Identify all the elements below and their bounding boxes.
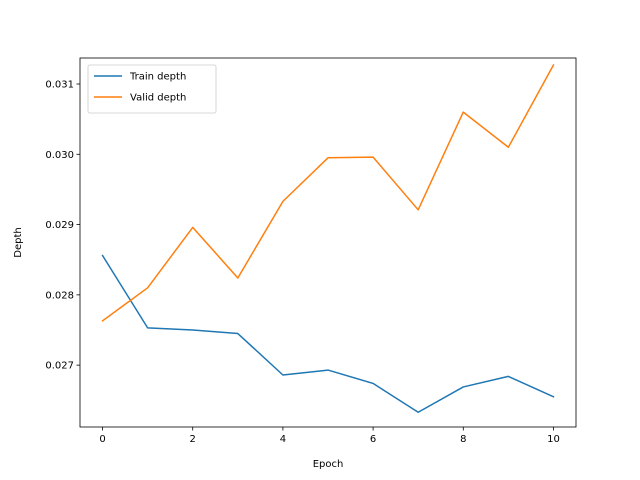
x-axis-label: Epoch [313, 459, 344, 470]
series-layer [101, 64, 555, 413]
x-tick-label: 6 [370, 434, 376, 445]
x-tick-label: 0 [99, 434, 105, 445]
y-tick-label: 0.030 [45, 150, 74, 161]
plot-area [80, 58, 576, 427]
y-axis-ticks: 0.027 0.028 0.029 0.030 0.031 [45, 80, 80, 372]
y-tick-label: 0.028 [45, 290, 74, 301]
series-line-valid-depth [101, 64, 555, 322]
legend-label-train-depth: Train depth [129, 72, 186, 83]
y-tick-label: 0.029 [45, 220, 74, 231]
x-axis-ticks: 0 2 4 6 8 10 [99, 427, 560, 445]
legend: Train depth Valid depth [87, 64, 217, 114]
y-tick-label: 0.031 [45, 80, 74, 91]
x-tick-label: 2 [190, 434, 196, 445]
legend-label-valid-depth: Valid depth [130, 93, 186, 104]
plot-frame [79, 57, 577, 428]
x-tick-label: 8 [460, 434, 466, 445]
x-tick-label: 4 [280, 434, 286, 445]
legend-box [87, 64, 217, 114]
x-tick-label: 10 [547, 434, 560, 445]
y-tick-label: 0.027 [45, 361, 74, 372]
y-axis-label: Depth [13, 227, 24, 257]
series-line-train-depth [101, 254, 555, 413]
